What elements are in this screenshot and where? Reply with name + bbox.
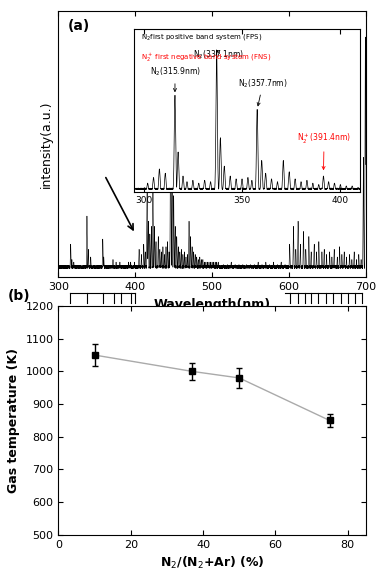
Text: N$_2^+$ first negative band system (FNS): N$_2^+$ first negative band system (FNS) bbox=[141, 51, 271, 63]
Text: N$_2$ FPS: N$_2$ FPS bbox=[299, 100, 337, 114]
Text: (b): (b) bbox=[8, 289, 30, 303]
Text: N$_2$(315.9nm): N$_2$(315.9nm) bbox=[150, 66, 201, 92]
Text: N$_2$(357.7nm): N$_2$(357.7nm) bbox=[238, 77, 288, 106]
Text: N$_2$ SPS/N$_2^+$FNS: N$_2$ SPS/N$_2^+$FNS bbox=[70, 328, 143, 345]
Text: N$_2$(337.1nm): N$_2$(337.1nm) bbox=[193, 49, 244, 61]
Text: N$_2^+$(391.4nm): N$_2^+$(391.4nm) bbox=[297, 132, 351, 169]
X-axis label: Wavelength(nm): Wavelength(nm) bbox=[153, 298, 271, 311]
Y-axis label: intensity(a.u.): intensity(a.u.) bbox=[40, 101, 53, 188]
X-axis label: N$_2$/(N$_2$+Ar) (%): N$_2$/(N$_2$+Ar) (%) bbox=[160, 555, 264, 571]
Text: (a): (a) bbox=[67, 19, 90, 33]
Y-axis label: Gas temperature (K): Gas temperature (K) bbox=[7, 348, 20, 493]
Text: N$_2$first positive band system (FPS): N$_2$first positive band system (FPS) bbox=[141, 32, 262, 42]
